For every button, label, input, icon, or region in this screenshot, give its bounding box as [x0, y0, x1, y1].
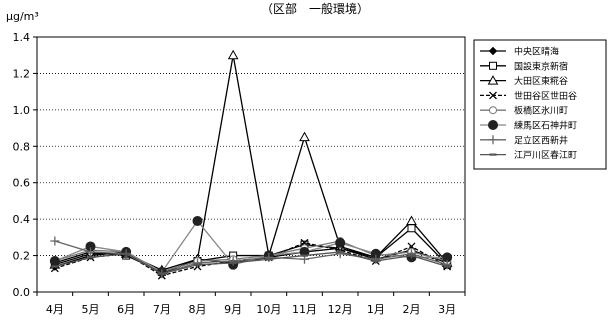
y-tick-label: 0.4: [13, 213, 31, 226]
y-tick-label: 0.6: [13, 177, 31, 190]
x-tick-label: 3月: [438, 303, 456, 316]
chart-title: （区部 一般環境）: [261, 1, 369, 16]
data-point: [192, 215, 203, 226]
data-point: [442, 260, 452, 270]
legend-marker: [487, 75, 499, 85]
series-8: [51, 250, 451, 275]
x-tick-label: 4月: [46, 303, 64, 316]
data-point: [49, 256, 60, 267]
data-point: [335, 249, 345, 259]
legend-item: 江戸川区春江町: [480, 149, 577, 161]
y-tick-label: 0.0: [13, 286, 31, 299]
data-point: [335, 237, 346, 248]
data-point: [86, 247, 95, 257]
series-line: [54, 219, 448, 273]
legend-marker: [488, 135, 498, 145]
y-axis-unit: μg/m³: [6, 10, 39, 23]
data-point: [371, 254, 381, 264]
legend-label: 世田谷区世田谷: [514, 90, 577, 102]
y-tick-label: 0.2: [13, 250, 31, 263]
y-tick-labels: 0.0 0.2 0.4 0.6 0.8 1.0 1.2 1.4: [13, 31, 37, 299]
data-point: [407, 249, 416, 259]
series-3: [49, 49, 453, 275]
legend-marker: [489, 106, 497, 115]
data-point: [50, 236, 60, 246]
legend-marker: [488, 46, 498, 56]
y-tick-label: 1.4: [13, 31, 31, 44]
series-6: [49, 215, 453, 277]
x-tick-label: 9月: [224, 303, 242, 316]
gridlines: [37, 73, 465, 256]
data-point: [299, 131, 310, 142]
data-point: [407, 224, 416, 233]
x-tick-label: 2月: [403, 303, 421, 316]
series-line: [54, 55, 448, 271]
series-line: [54, 251, 448, 275]
y-tick-label: 1.2: [13, 67, 31, 80]
legend-item: 国設東京新宿: [480, 60, 568, 72]
legend-item: 世田谷区世田谷: [480, 90, 577, 102]
legend-label: 国設東京新宿: [514, 60, 568, 72]
x-tick-label: 10月: [256, 303, 281, 316]
legend-label: 江戸川区春江町: [514, 149, 577, 161]
data-point: [228, 256, 238, 266]
legend-label: 足立区西新井: [514, 134, 568, 146]
legend-item: 大田区東糀谷: [480, 75, 568, 87]
legend-marker: [488, 120, 498, 130]
legend-marker: [489, 91, 497, 100]
x-tick-labels: 4月 5月 6月 7月 8月 9月 10月 11月 12月 1月 2月 3月: [36, 292, 466, 316]
legend-item: 足立区西新井: [480, 134, 568, 146]
legend-label: 中央区晴海: [514, 46, 559, 58]
series-line: [54, 240, 448, 275]
legend: 中央区晴海国設東京新宿大田区東糀谷世田谷区世田谷板橋区氷川町練馬区石神井町足立区…: [473, 39, 607, 170]
legend-label: 板橋区氷川町: [514, 105, 568, 117]
x-tick-label: 6月: [117, 303, 135, 316]
series-group: [49, 49, 453, 280]
data-point: [227, 49, 239, 60]
legend-label: 練馬区石神井町: [514, 120, 577, 132]
y-tick-label: 1.0: [13, 104, 31, 117]
legend-box: [473, 39, 607, 170]
data-point: [193, 258, 202, 268]
legend-marker: [489, 61, 497, 70]
data-point: [264, 252, 274, 262]
legend-item: 中央区晴海: [480, 46, 559, 58]
legend-label: 大田区東糀谷: [514, 75, 568, 87]
x-tick-label: 1月: [367, 303, 385, 316]
legend-item: 板橋区氷川町: [480, 105, 568, 117]
legend-item: 練馬区石神井町: [480, 120, 577, 132]
x-tick-label: 12月: [328, 303, 353, 316]
x-tick-label: 11月: [292, 303, 317, 316]
y-tick-label: 0.8: [13, 140, 31, 153]
data-point: [406, 215, 417, 225]
x-tick-label: 5月: [82, 303, 100, 316]
x-tick-label: 7月: [153, 303, 171, 316]
series-7: [50, 236, 452, 279]
x-tick-label: 8月: [189, 303, 207, 316]
